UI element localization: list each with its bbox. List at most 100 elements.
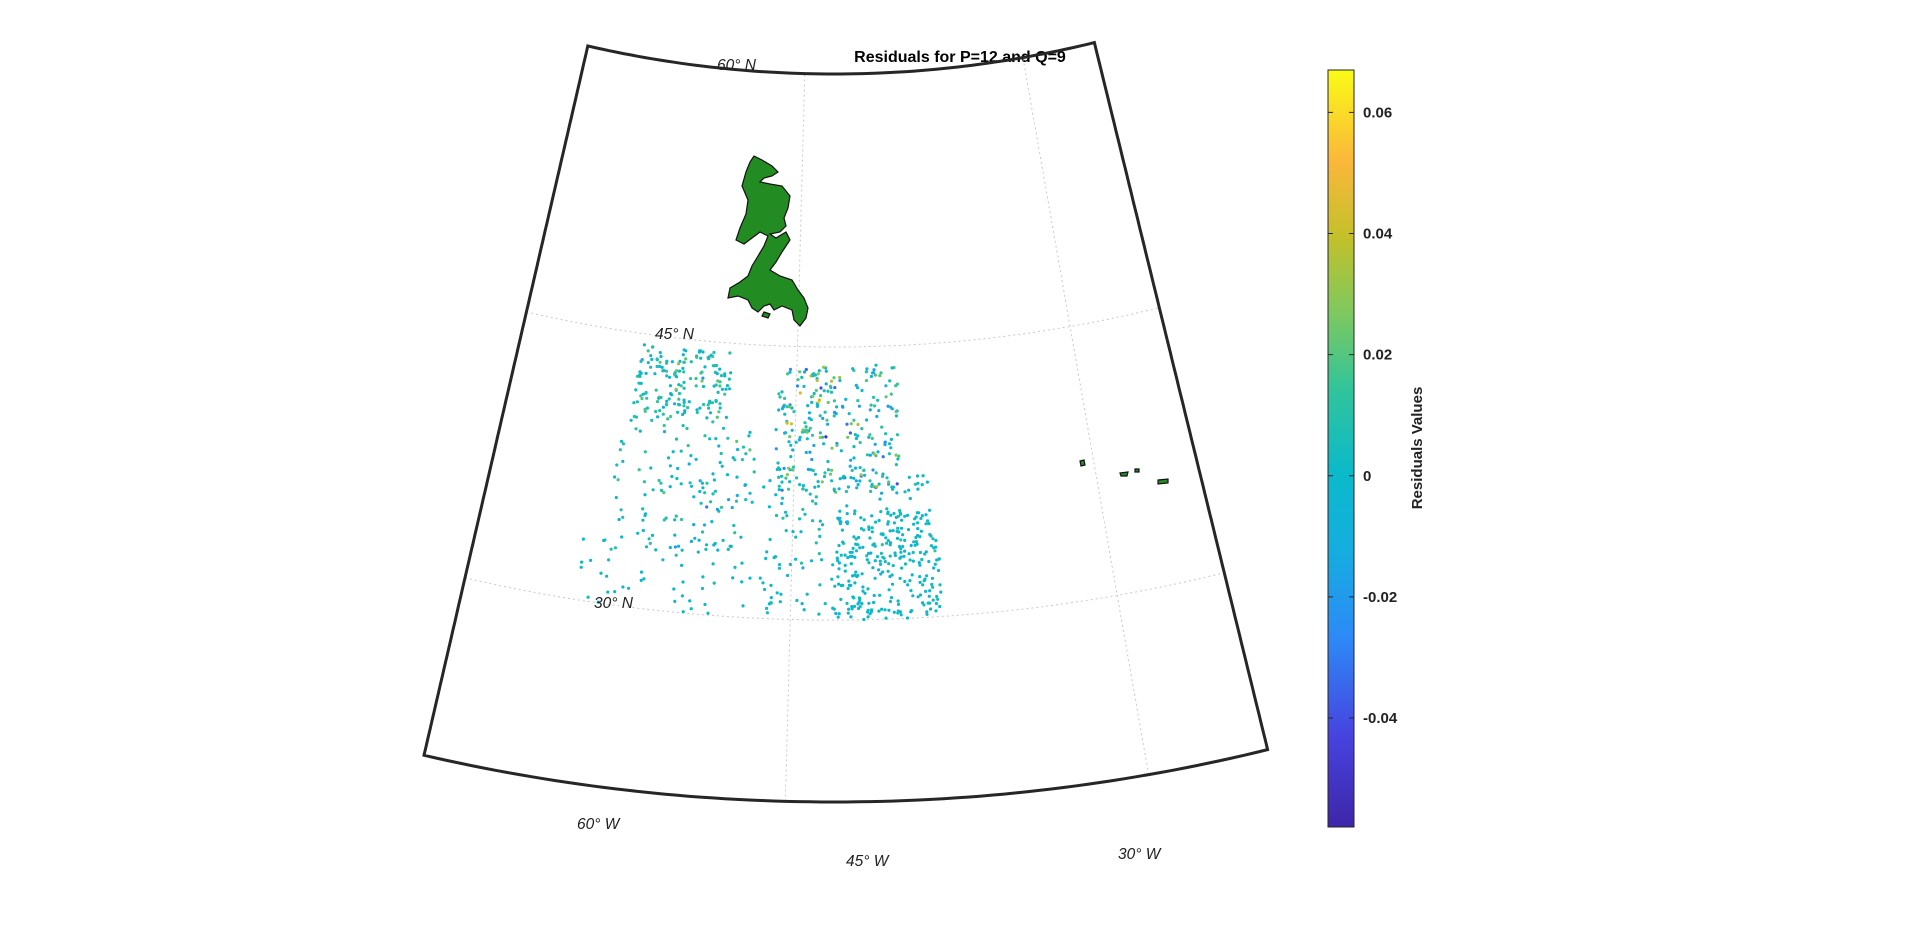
residual-point bbox=[874, 471, 878, 475]
residual-point bbox=[873, 442, 877, 446]
residual-point bbox=[646, 361, 650, 365]
residual-point bbox=[858, 479, 862, 483]
residual-point bbox=[777, 488, 781, 492]
residual-point bbox=[852, 418, 856, 422]
residual-point bbox=[856, 434, 860, 438]
residual-point bbox=[784, 510, 788, 514]
residual-point bbox=[662, 491, 666, 495]
residual-point bbox=[929, 607, 933, 611]
residual-point bbox=[795, 384, 800, 388]
residual-point bbox=[752, 470, 756, 474]
residual-point bbox=[852, 512, 857, 516]
colorbar: 0.06 0.04 0.02 0 -0.02 -0.04 Residuals Values bbox=[1327, 69, 1426, 828]
residual-point bbox=[850, 605, 854, 609]
residual-point bbox=[586, 595, 590, 599]
residual-point bbox=[794, 557, 798, 561]
residual-point bbox=[838, 522, 843, 526]
residual-point bbox=[881, 472, 885, 476]
residual-point bbox=[727, 377, 732, 381]
residual-point bbox=[888, 529, 892, 533]
residual-point bbox=[850, 550, 854, 554]
residual-point bbox=[849, 615, 853, 619]
residual-point bbox=[880, 474, 885, 479]
residual-point bbox=[858, 440, 862, 445]
residual-point bbox=[859, 473, 863, 477]
residual-point bbox=[639, 394, 643, 398]
residual-point bbox=[789, 422, 794, 426]
residual-point bbox=[820, 435, 825, 439]
residual-point bbox=[797, 438, 802, 442]
residual-point bbox=[851, 546, 855, 551]
residual-point bbox=[887, 480, 891, 484]
residual-point bbox=[862, 528, 866, 532]
residual-point bbox=[905, 616, 910, 620]
residual-point bbox=[808, 450, 812, 454]
residual-point bbox=[825, 418, 829, 422]
residual-point bbox=[855, 486, 859, 490]
residual-point bbox=[703, 602, 707, 607]
residual-point bbox=[807, 411, 812, 415]
residual-point bbox=[925, 574, 929, 578]
residual-point bbox=[682, 370, 686, 374]
residual-point bbox=[839, 553, 843, 557]
residual-point bbox=[666, 456, 671, 460]
residual-point bbox=[903, 579, 907, 584]
residual-point bbox=[931, 598, 935, 602]
residual-point bbox=[692, 523, 696, 527]
residual-point bbox=[932, 566, 936, 570]
residual-point bbox=[844, 397, 848, 401]
residual-point bbox=[777, 566, 782, 570]
residual-point bbox=[894, 410, 898, 414]
residual-point bbox=[658, 351, 662, 355]
residual-point bbox=[668, 545, 672, 550]
residual-point bbox=[824, 435, 828, 439]
residual-point bbox=[764, 556, 768, 561]
residual-point bbox=[714, 398, 718, 403]
residual-point bbox=[705, 416, 709, 420]
residual-point bbox=[658, 364, 662, 368]
residual-point bbox=[926, 519, 930, 523]
residual-point bbox=[830, 577, 834, 581]
residual-point bbox=[676, 466, 680, 471]
residual-point bbox=[819, 386, 823, 390]
residual-point bbox=[697, 538, 701, 542]
residual-point bbox=[785, 421, 789, 425]
residual-point bbox=[811, 519, 815, 523]
residual-point bbox=[832, 376, 836, 380]
residual-point bbox=[715, 372, 719, 376]
residual-point bbox=[848, 464, 852, 468]
residual-point bbox=[861, 545, 865, 549]
residual-point bbox=[675, 476, 679, 481]
residual-point bbox=[735, 493, 739, 498]
residual-point bbox=[654, 409, 658, 414]
residual-point bbox=[933, 562, 937, 566]
residual-point bbox=[819, 394, 823, 398]
residual-point bbox=[865, 453, 870, 457]
residual-point bbox=[817, 527, 821, 531]
residual-point bbox=[872, 452, 877, 456]
residual-point bbox=[676, 362, 681, 366]
residual-point bbox=[839, 583, 843, 588]
residual-point bbox=[739, 535, 743, 539]
residual-point bbox=[711, 562, 715, 566]
residual-point bbox=[833, 386, 837, 390]
residual-point bbox=[674, 437, 679, 441]
residual-point bbox=[703, 365, 707, 369]
residual-point bbox=[931, 585, 935, 589]
residual-point bbox=[761, 581, 765, 585]
residual-point bbox=[828, 472, 833, 476]
residual-point bbox=[869, 403, 873, 407]
residual-point bbox=[872, 368, 876, 372]
residual-point bbox=[740, 561, 744, 565]
residual-point bbox=[938, 583, 942, 587]
residual-point bbox=[914, 535, 918, 540]
residual-point bbox=[639, 359, 643, 363]
residual-point bbox=[856, 422, 860, 427]
residual-point bbox=[880, 607, 884, 611]
residual-point bbox=[748, 576, 752, 580]
residual-point bbox=[830, 468, 834, 472]
residual-point bbox=[870, 530, 874, 534]
residual-point bbox=[822, 389, 826, 393]
residual-point bbox=[857, 535, 861, 540]
residual-point bbox=[709, 353, 713, 357]
